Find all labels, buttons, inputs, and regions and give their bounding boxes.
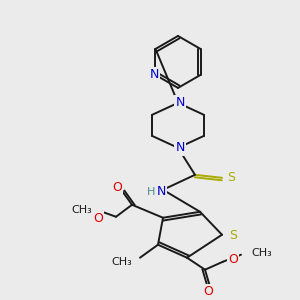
Text: N: N [175, 141, 185, 154]
Text: H: H [147, 187, 155, 197]
Text: CH₃: CH₃ [111, 257, 132, 267]
Text: O: O [93, 212, 103, 225]
Text: O: O [228, 253, 238, 266]
Text: CH₃: CH₃ [251, 248, 272, 258]
Text: N: N [175, 96, 185, 110]
Text: S: S [227, 171, 235, 184]
Text: N: N [150, 68, 159, 81]
Text: O: O [112, 181, 122, 194]
Text: CH₃: CH₃ [71, 205, 92, 215]
Text: O: O [203, 285, 213, 298]
Text: N: N [156, 185, 166, 198]
Text: S: S [229, 229, 237, 242]
